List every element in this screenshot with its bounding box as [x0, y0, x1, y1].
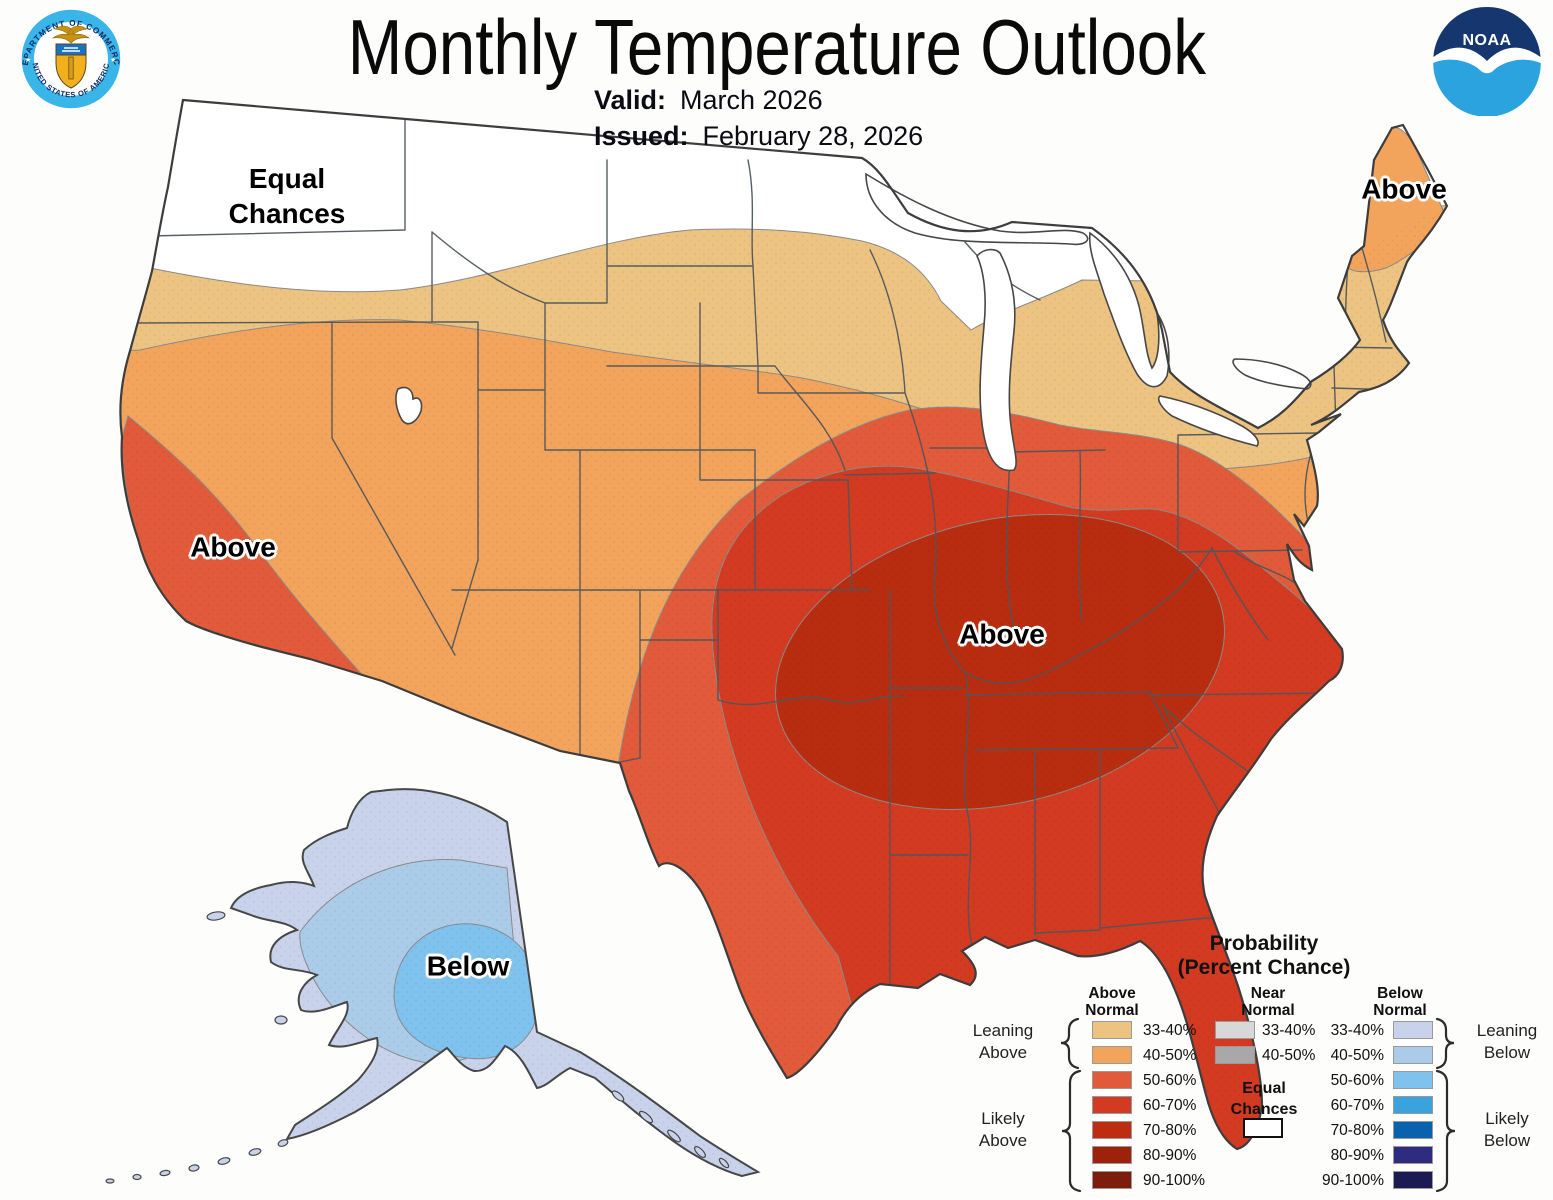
legend-swatch-below-33-40: [1393, 1021, 1433, 1039]
noaa-logo: NOAA: [1433, 7, 1541, 116]
legend-swatch-above-33-40: [1092, 1021, 1132, 1039]
legend-title: Probability (Percent Chance): [1177, 932, 1351, 979]
lake-huron: [1088, 231, 1170, 388]
label-below-alaska: Below: [426, 950, 510, 982]
seal-star-right: ★: [110, 56, 116, 64]
legend-label-below-70-80: 70-80%: [1330, 1122, 1384, 1139]
legend-label-above-80-90: 80-90%: [1143, 1147, 1197, 1164]
seal-star-left: ★: [25, 56, 31, 64]
label-above-maine: Above: [1361, 173, 1447, 205]
valid-value: March 2026: [680, 85, 823, 115]
legend-bracket-likely-above: Likely Above: [978, 1109, 1028, 1150]
noaa-fan-shape: [1433, 7, 1541, 61]
legend-swatch-above-50-60: [1092, 1071, 1132, 1089]
legend-label-below-80-90: 80-90%: [1330, 1147, 1384, 1164]
legend-label-above-50-60: 50-60%: [1143, 1072, 1197, 1089]
legend-header-near-normal: Near Normal: [1241, 985, 1295, 1019]
eagle-icon: [51, 25, 91, 44]
legend-swatch-below-50-60: [1393, 1071, 1433, 1089]
legend-swatch-below-60-70: [1393, 1096, 1433, 1114]
lake-ontario: [1232, 358, 1312, 390]
legend-swatch-above-40-50: [1092, 1046, 1132, 1064]
legend-label-near-40-50: 40-50%: [1262, 1047, 1316, 1064]
brace-likely-above: [1061, 1069, 1082, 1193]
legend-bracket-leaning-above: Leaning Above: [972, 1021, 1034, 1062]
label-above-west: Above: [190, 531, 276, 563]
legend-label-above-90-100: 90-100%: [1143, 1172, 1206, 1189]
noaa-wordmark: NOAA: [1462, 32, 1511, 49]
commerce-seal: DEPARTMENT OF COMMERCE UNITED STATES OF …: [20, 8, 122, 110]
legend-equal-chances-swatch: [1243, 1118, 1283, 1138]
legend-equal-chances-label: Equal Chances: [1230, 1080, 1298, 1118]
page-title: Monthly Temperature Outlook: [347, 3, 1206, 91]
legend-swatch-below-90-100: [1393, 1171, 1433, 1189]
legend-braces: [1060, 1017, 1456, 1193]
issued-value: February 28, 2026: [702, 121, 924, 151]
legend-label-below-33-40: 33-40%: [1330, 1022, 1384, 1039]
brace-leaning-below: [1435, 1017, 1455, 1070]
valid-row: Valid: March 2026: [594, 82, 923, 118]
legend-header-below-normal: Below Normal: [1373, 985, 1427, 1019]
lake-superior: [865, 172, 1089, 246]
issued-label: Issued:: [594, 121, 689, 151]
legend-label-above-70-80: 70-80%: [1143, 1122, 1197, 1139]
legend-header-above-normal: Above Normal: [1085, 985, 1139, 1019]
legend-label-above-60-70: 60-70%: [1143, 1097, 1197, 1114]
label-equal-chances: Equal Chances: [228, 163, 346, 229]
legend-swatch-above-70-80: [1092, 1121, 1132, 1139]
legend-swatch-near-33-40: [1215, 1021, 1255, 1039]
legend-bracket-leaning-below: Leaning Below: [1476, 1021, 1538, 1062]
legend-label-below-40-50: 40-50%: [1330, 1047, 1384, 1064]
lake-erie: [1157, 395, 1259, 447]
legend-swatch-below-80-90: [1393, 1146, 1433, 1164]
alaska-islands: [105, 911, 730, 1184]
legend-label-below-50-60: 50-60%: [1330, 1072, 1384, 1089]
legend-swatch-below-40-50: [1393, 1046, 1433, 1064]
legend-label-above-33-40: 33-40%: [1143, 1022, 1197, 1039]
legend-label-above-40-50: 40-50%: [1143, 1047, 1197, 1064]
noaa-wave-shape: [1433, 59, 1541, 116]
great-salt-lake: [395, 386, 423, 425]
legend-label-below-60-70: 60-70%: [1330, 1097, 1384, 1114]
legend-swatch-near-40-50: [1215, 1046, 1255, 1064]
lake-michigan: [976, 248, 1017, 472]
legend-swatch-above-90-100: [1092, 1171, 1132, 1189]
brace-leaning-above: [1060, 1017, 1080, 1070]
label-above-southeast: Above: [959, 618, 1045, 650]
legend-bracket-likely-below: Likely Below: [1483, 1109, 1531, 1150]
legend-swatch-above-60-70: [1092, 1096, 1132, 1114]
valid-label: Valid:: [594, 85, 667, 115]
legend-label-near-33-40: 33-40%: [1262, 1022, 1316, 1039]
legend-swatch-below-70-80: [1393, 1121, 1433, 1139]
shield-icon: [55, 43, 87, 89]
legend-label-below-90-100: 90-100%: [1321, 1172, 1384, 1189]
great-lakes: [395, 172, 1312, 1038]
legend-swatch-above-80-90: [1092, 1146, 1132, 1164]
brace-likely-below: [1435, 1069, 1456, 1193]
issued-row: Issued: February 28, 2026: [594, 118, 923, 154]
validity-block: Valid: March 2026 Issued: February 28, 202…: [594, 82, 923, 154]
